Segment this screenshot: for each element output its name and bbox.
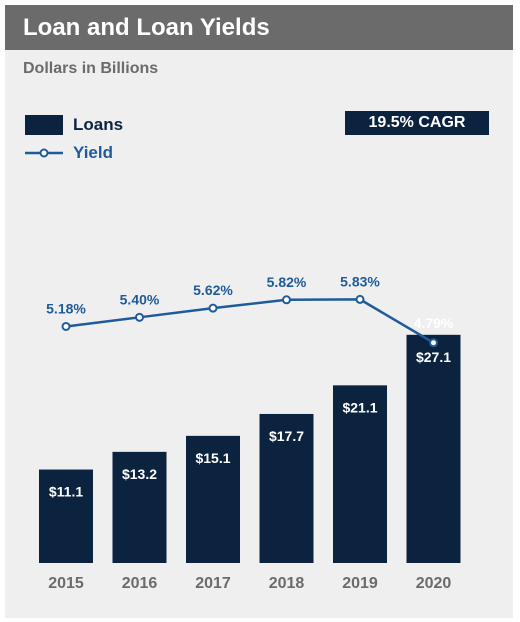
cagr-badge: 19.5% CAGR (345, 111, 489, 135)
x-tick-label-2018: 2018 (269, 575, 305, 592)
bar-2019 (333, 385, 387, 563)
x-tick-label-2019: 2019 (342, 575, 378, 592)
bar-2018 (259, 413, 314, 563)
yield-value-label-2020: 4.79% (414, 315, 454, 331)
legend-label-loans: Loans (73, 115, 124, 134)
yield-value-label-2018: 5.82% (267, 274, 307, 290)
yield-value-label-2019: 5.83% (340, 273, 380, 289)
yield-point-2020 (429, 338, 438, 348)
chart-subtitle: Dollars in Billions (23, 60, 159, 77)
chart-header: Loan and Loan Yields (5, 5, 513, 50)
x-tick-label-2015: 2015 (48, 575, 84, 592)
bar-value-label-2018: $17.7 (269, 428, 304, 444)
yield-point-2018 (282, 295, 291, 305)
legend-line-marker-icon (25, 148, 63, 158)
x-tick-label-2020: 2020 (416, 575, 452, 592)
yield-value-label-2017: 5.62% (193, 282, 233, 298)
legend-bar-swatch-icon (25, 115, 63, 135)
yield-point-2015 (61, 321, 71, 331)
bar-value-label-2019: $21.1 (342, 399, 377, 415)
x-tick-label-2016: 2016 (122, 575, 158, 592)
bar-value-label-2017: $15.1 (195, 450, 230, 466)
chart-plot: $11.1 2015 $13.2 2016 $15.1 2017 $17.7 2018 $21.… (39, 273, 461, 592)
bar-2015 (39, 469, 93, 563)
yield-line (65, 298, 435, 344)
chart-title: Loan and Loan Yields (23, 14, 270, 41)
bar-value-label-2016: $13.2 (122, 466, 157, 482)
legend-label-yield: Yield (73, 143, 113, 162)
bar-2020 (406, 334, 461, 563)
bar-2016 (112, 451, 167, 563)
yield-point-2017 (208, 303, 218, 313)
bar-value-label-2015: $11.1 (49, 484, 83, 500)
bar-value-label-2020: $27.1 (416, 349, 451, 365)
yield-value-label-2015: 5.18% (46, 300, 86, 316)
yield-value-label-2016: 5.40% (120, 291, 160, 307)
bar-2017 (186, 435, 240, 563)
yield-point-2019 (355, 294, 365, 304)
chart-panel: Loan and Loan Yields Dollars in Billions… (5, 5, 513, 618)
yield-point-2016 (135, 312, 144, 322)
x-tick-label-2017: 2017 (195, 575, 231, 592)
